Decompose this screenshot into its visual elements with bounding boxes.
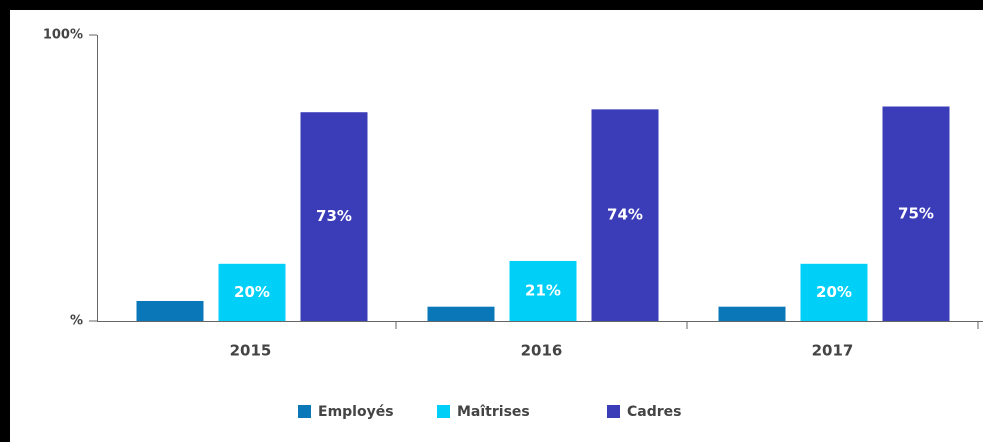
legend-label: Employés: [318, 404, 394, 420]
bar: [300, 112, 368, 321]
value-label: 20%: [816, 283, 852, 301]
value-label: 73%: [316, 207, 352, 225]
x-tick-label: 2016: [521, 342, 563, 360]
bar: [509, 260, 577, 321]
legend-label: Maîtrises: [457, 404, 530, 420]
y-tick-label: 100%: [43, 28, 83, 43]
legend-swatch: [607, 405, 620, 418]
value-label: 20%: [234, 283, 270, 301]
legend-swatch: [437, 405, 450, 418]
bar: [136, 300, 204, 321]
legend-swatch: [298, 405, 311, 418]
bar: [882, 106, 950, 321]
x-tick-label: 2015: [230, 342, 272, 360]
bar: [218, 263, 286, 321]
bar: [427, 306, 495, 321]
bar: [591, 109, 659, 321]
y-tick-label: %: [70, 314, 83, 329]
value-label: 75%: [898, 204, 934, 222]
bar: [718, 306, 786, 321]
value-label: 21%: [525, 281, 561, 299]
bar: [800, 263, 868, 321]
value-label: 74%: [607, 206, 643, 224]
x-tick-label: 2017: [812, 342, 854, 360]
legend-label: Cadres: [627, 404, 681, 420]
